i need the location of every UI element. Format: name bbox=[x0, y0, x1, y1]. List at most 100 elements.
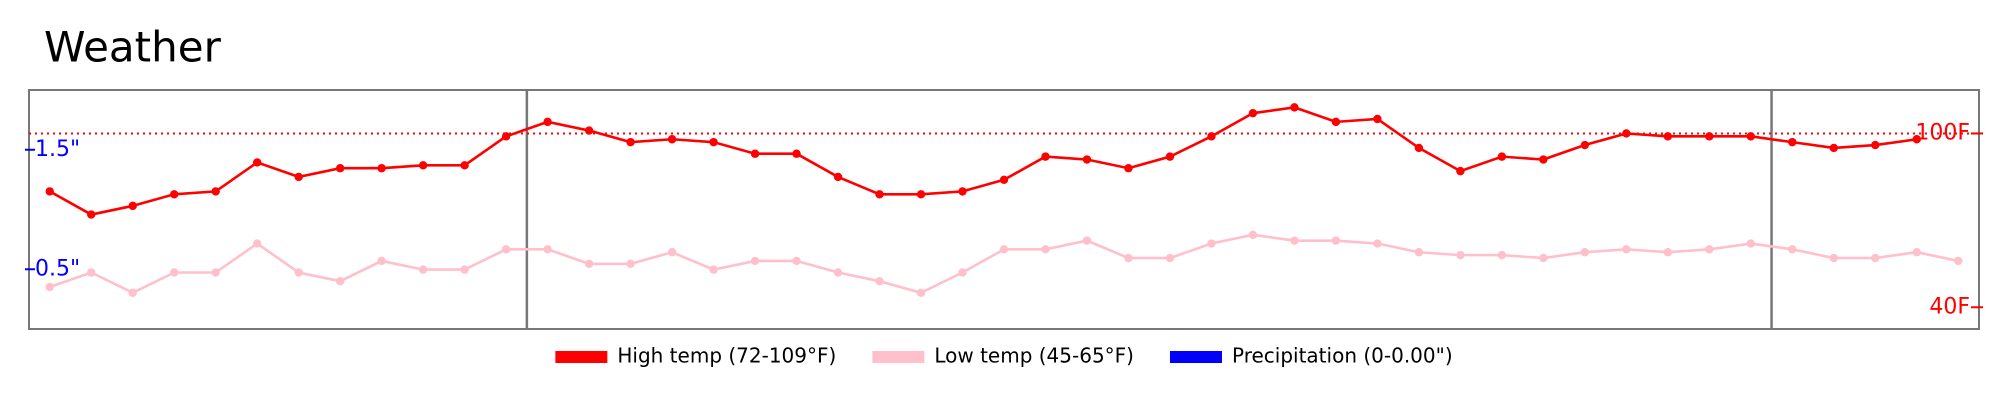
point bbox=[1248, 108, 1258, 118]
chart-title: Weather bbox=[44, 23, 222, 72]
point bbox=[211, 187, 220, 196]
point bbox=[709, 137, 718, 147]
y2-tick-label: 40F bbox=[1929, 294, 1970, 319]
point bbox=[543, 117, 552, 127]
point bbox=[626, 137, 635, 147]
series-line bbox=[49, 233, 1959, 295]
point bbox=[1746, 132, 1756, 141]
point bbox=[584, 259, 594, 269]
point bbox=[916, 190, 926, 199]
point bbox=[1207, 132, 1216, 141]
point bbox=[87, 210, 96, 219]
point bbox=[1331, 117, 1341, 127]
point bbox=[1456, 166, 1465, 176]
point bbox=[1414, 248, 1424, 257]
point bbox=[792, 149, 801, 158]
point bbox=[1456, 250, 1465, 260]
point bbox=[252, 239, 262, 248]
point bbox=[1414, 143, 1424, 153]
point bbox=[999, 175, 1009, 185]
point bbox=[1912, 135, 1921, 144]
point bbox=[128, 201, 137, 211]
point bbox=[958, 187, 967, 196]
point bbox=[1622, 245, 1631, 254]
point bbox=[87, 268, 96, 277]
point bbox=[1663, 132, 1673, 141]
point bbox=[460, 161, 469, 170]
point bbox=[377, 256, 386, 266]
point bbox=[1912, 248, 1921, 257]
point bbox=[1829, 253, 1838, 263]
point bbox=[792, 256, 801, 266]
point bbox=[833, 172, 843, 182]
point bbox=[1497, 152, 1507, 161]
point bbox=[418, 265, 428, 274]
point bbox=[1705, 132, 1714, 141]
point bbox=[667, 135, 677, 144]
point bbox=[170, 268, 179, 277]
point bbox=[1124, 253, 1133, 263]
series-line bbox=[49, 106, 1917, 216]
point bbox=[833, 268, 843, 277]
point bbox=[1705, 245, 1714, 254]
point bbox=[1539, 155, 1548, 164]
point bbox=[626, 259, 635, 269]
point bbox=[1373, 114, 1382, 124]
legend-swatch bbox=[872, 351, 925, 363]
plot-frame bbox=[28, 89, 1980, 330]
point bbox=[1788, 245, 1797, 254]
point bbox=[1788, 137, 1797, 147]
point bbox=[875, 190, 884, 199]
point bbox=[1663, 248, 1673, 257]
point bbox=[875, 277, 884, 286]
point bbox=[501, 132, 511, 141]
point bbox=[958, 268, 967, 277]
point bbox=[1871, 140, 1880, 150]
point bbox=[1622, 129, 1631, 138]
point bbox=[1290, 236, 1299, 245]
point bbox=[1082, 236, 1092, 245]
point bbox=[1954, 256, 1963, 266]
point bbox=[170, 190, 179, 199]
point bbox=[916, 288, 926, 297]
legend-swatch bbox=[1169, 351, 1222, 363]
point bbox=[377, 164, 386, 173]
point bbox=[1165, 253, 1175, 263]
point bbox=[335, 277, 345, 286]
legend-swatch bbox=[555, 351, 608, 363]
point bbox=[584, 126, 594, 135]
point bbox=[1165, 152, 1175, 161]
point bbox=[709, 265, 718, 274]
point bbox=[1580, 248, 1590, 257]
point bbox=[294, 172, 303, 182]
point bbox=[1124, 164, 1133, 173]
legend-label: Low temp (45-65°F) bbox=[934, 344, 1134, 368]
point bbox=[1041, 245, 1050, 254]
point bbox=[252, 158, 262, 167]
point bbox=[1539, 253, 1548, 263]
y-tick-label: 1.5" bbox=[35, 137, 80, 162]
point bbox=[1248, 230, 1258, 240]
point bbox=[294, 268, 303, 277]
point bbox=[1331, 236, 1341, 245]
point bbox=[45, 282, 54, 292]
y2-tick-label: 100F bbox=[1915, 120, 1970, 145]
y-tick-label: 0.5" bbox=[35, 256, 80, 281]
point bbox=[543, 245, 552, 254]
point bbox=[1041, 152, 1050, 161]
point bbox=[1082, 155, 1092, 164]
point bbox=[667, 248, 677, 257]
point bbox=[45, 187, 54, 196]
point bbox=[750, 149, 760, 158]
point bbox=[1746, 239, 1756, 248]
point bbox=[460, 265, 469, 274]
point bbox=[999, 245, 1009, 254]
point bbox=[418, 161, 428, 170]
point bbox=[211, 268, 220, 277]
point bbox=[501, 245, 511, 254]
point bbox=[750, 256, 760, 266]
point bbox=[1290, 103, 1299, 112]
point bbox=[128, 288, 137, 297]
